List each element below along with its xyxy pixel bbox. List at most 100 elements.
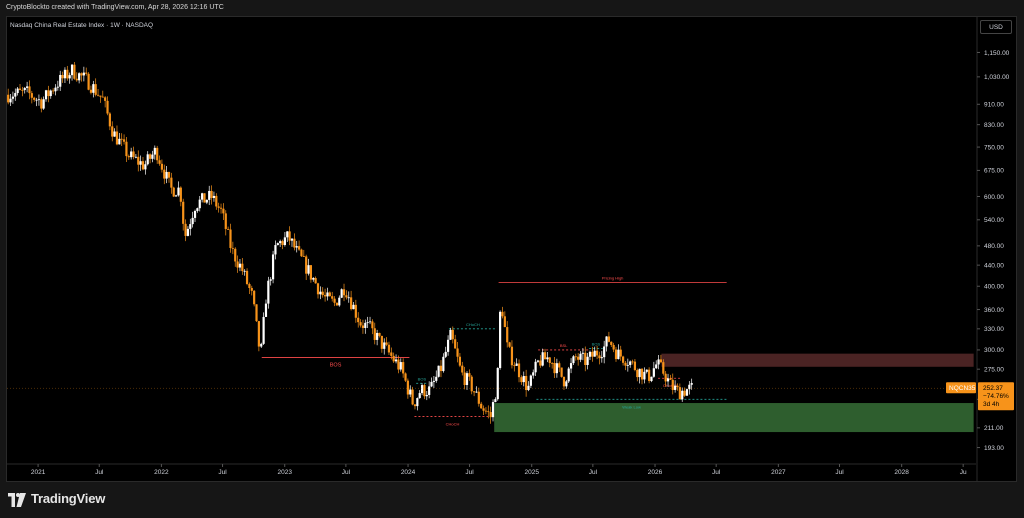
y-tick-label: 211.00: [984, 425, 1004, 432]
x-tick-label: 2028: [894, 469, 909, 476]
candle-body: [290, 238, 294, 241]
candle-body: [243, 270, 246, 272]
candle-body: [430, 381, 433, 387]
candle-body: [600, 357, 603, 359]
candle-body: [508, 342, 511, 347]
attribution-text: CryptoBlockto created with TradingView.c…: [6, 4, 224, 11]
candle-body: [179, 187, 182, 202]
candle-body: [314, 278, 317, 284]
candle-body: [175, 195, 178, 197]
candle-body: [662, 362, 665, 374]
candle-body: [172, 187, 175, 197]
candle-body: [607, 336, 611, 342]
candle-body: [345, 295, 348, 298]
currency-button[interactable]: USD: [980, 20, 1012, 34]
candle-body: [203, 193, 206, 203]
candle-body: [610, 341, 613, 345]
candle-body: [451, 329, 454, 340]
candle-body: [463, 372, 466, 385]
candle-body: [47, 90, 50, 97]
y-tick-label: 1,150.00: [984, 50, 1010, 57]
candle-body: [122, 139, 126, 142]
candle-body: [130, 151, 133, 158]
candle-body: [439, 365, 443, 372]
candle-body: [690, 383, 693, 385]
candle-body: [603, 346, 606, 358]
candle-body: [636, 369, 639, 378]
candle-body: [248, 284, 251, 289]
candle-body: [406, 380, 409, 395]
candle-body: [541, 352, 544, 366]
candle-body: [127, 156, 130, 158]
candle-body: [491, 402, 495, 418]
candle-body: [35, 99, 38, 101]
candle-body: [560, 367, 563, 377]
candle-body: [383, 342, 386, 349]
supply-zone: [661, 353, 974, 367]
candle-body: [170, 177, 173, 188]
candle-body: [546, 357, 549, 360]
candle-body: [9, 98, 12, 103]
y-tick-label: 830.00: [984, 122, 1004, 129]
candle-body: [89, 89, 93, 93]
annotation-label: BOS: [418, 376, 427, 381]
candle-body: [63, 69, 67, 79]
candle-body: [472, 391, 476, 393]
candle-body: [229, 229, 232, 248]
candle-body: [638, 368, 641, 378]
candle-body: [11, 96, 15, 99]
candle-body: [141, 161, 145, 170]
candle-body: [376, 332, 379, 340]
candle-body: [569, 363, 573, 369]
candle-body: [208, 190, 211, 200]
candle-body: [16, 88, 19, 94]
candle-body: [144, 164, 147, 170]
candle-body: [241, 263, 244, 272]
candle-body: [80, 73, 83, 76]
candle-body: [536, 360, 540, 362]
tradingview-logo-icon: [8, 493, 26, 507]
candle-body: [201, 193, 204, 200]
candle-body: [454, 339, 457, 349]
candle-body: [423, 385, 426, 397]
candle-body: [66, 69, 69, 79]
symbol-tag-text: NQCN35: [949, 385, 976, 392]
candle-body: [465, 373, 469, 385]
x-tick-label: Jul: [465, 469, 474, 476]
x-tick-label: 2024: [401, 469, 416, 476]
candle-body: [567, 368, 570, 382]
candle-body: [163, 169, 166, 179]
candle-body: [612, 344, 615, 350]
candle-body: [99, 95, 102, 97]
candle-body: [14, 93, 17, 97]
candle-body: [655, 364, 658, 369]
candle-body: [177, 187, 180, 196]
x-tick-label: Ju: [960, 469, 967, 476]
candle-body: [61, 74, 64, 79]
candle-body: [73, 64, 76, 79]
candle-body: [267, 280, 270, 304]
candle-body: [669, 378, 672, 380]
candle-body: [68, 75, 71, 79]
x-tick-label: 2021: [31, 469, 46, 476]
candle-body: [482, 408, 485, 411]
candle-body: [399, 362, 402, 370]
candle-body: [96, 94, 100, 96]
last-price-change: −74.76%: [983, 393, 1009, 400]
candle-body: [373, 328, 376, 340]
candle-body: [182, 201, 185, 224]
candle-body: [276, 243, 279, 246]
demand-zone: [494, 403, 974, 433]
candle-body: [385, 342, 388, 345]
y-tick-label: 600.00: [984, 194, 1004, 201]
y-tick-label: 330.00: [984, 326, 1004, 333]
candle-body: [210, 190, 213, 198]
candle-body: [387, 344, 391, 353]
candle-body: [234, 248, 237, 262]
candle-body: [231, 247, 234, 249]
candle-body: [425, 394, 428, 397]
candle-body: [288, 231, 291, 241]
candle-body: [626, 364, 629, 366]
candle-body: [108, 113, 111, 127]
